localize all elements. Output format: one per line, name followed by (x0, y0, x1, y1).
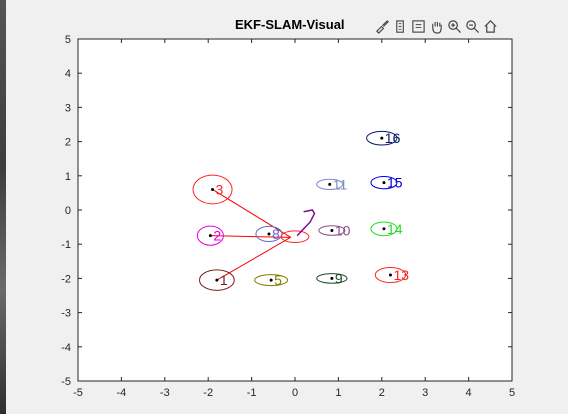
axes-box (77, 38, 513, 382)
y-tick-label: 4 (65, 68, 71, 80)
y-tick-label: -1 (61, 239, 71, 251)
landmark-label: 13 (393, 267, 409, 283)
x-tick-label: 2 (379, 387, 385, 399)
landmark-label: 10 (335, 223, 351, 239)
robot-path-estimate (296, 209, 315, 236)
x-tick-label: -3 (160, 387, 170, 399)
landmark-label: 16 (385, 130, 401, 146)
landmark-labels: 1 2 3 5 8 9 10 11 13 14 15 16 (213, 130, 409, 288)
landmark-point (382, 181, 386, 185)
y-tick-label: 3 (65, 102, 71, 114)
x-tick-label: -2 (203, 387, 213, 399)
y-tick-label: -4 (61, 342, 71, 354)
brush-icon[interactable] (374, 17, 391, 35)
landmark-ellipse (254, 274, 289, 287)
landmark-point (211, 187, 215, 191)
y-tick-label: 5 (65, 34, 71, 46)
x-tick-label: 0 (292, 387, 298, 399)
landmark-ellipse (318, 225, 346, 236)
landmark-ellipse (192, 174, 233, 205)
landmark-label: 11 (333, 176, 348, 192)
robot-ellipse (280, 230, 310, 243)
landmark-point (267, 232, 271, 236)
desktop-edge (0, 0, 6, 414)
zoom-out-icon[interactable] (464, 17, 481, 35)
y-tick-label: 2 (65, 137, 71, 149)
landmark-point (330, 276, 334, 280)
landmark-label: 9 (335, 270, 343, 286)
pan-hand-icon[interactable] (428, 17, 445, 35)
observation-line (212, 189, 291, 238)
landmark-point (208, 234, 212, 238)
datatip-icon[interactable] (410, 17, 427, 35)
landmark-point (328, 182, 332, 186)
landmark-ellipse (316, 273, 348, 284)
landmark-label: 2 (213, 228, 221, 244)
landmark-ellipse (196, 225, 224, 246)
figure-title: EKF-SLAM-Visual (235, 17, 345, 32)
landmark-point (382, 227, 386, 231)
landmark-point (388, 273, 392, 277)
landmark-label: 15 (387, 175, 403, 191)
x-tick-label: -1 (247, 387, 257, 399)
home-icon[interactable] (482, 17, 499, 35)
y-tick-label: -2 (61, 273, 71, 285)
landmark-ellipse (316, 178, 344, 190)
landmark-ellipses (192, 130, 407, 291)
landmark-ellipse (199, 269, 235, 291)
landmark-label: 5 (274, 272, 282, 288)
landmark-ellipse (370, 175, 398, 190)
landmark-ellipse (366, 130, 398, 146)
landmark-point (215, 278, 219, 282)
x-tick-label: -5 (73, 387, 83, 399)
landmark-ellipse (374, 266, 407, 284)
y-tick-label: 0 (65, 205, 71, 217)
landmark-label: 14 (387, 221, 403, 237)
landmark-point (330, 229, 334, 233)
export-icon[interactable] (392, 17, 409, 35)
x-tick-label: 4 (466, 387, 472, 399)
x-tick-label: 3 (422, 387, 428, 399)
robot-path (296, 209, 316, 237)
landmark-label: 1 (220, 272, 228, 288)
x-tick-label: 1 (335, 387, 341, 399)
landmark-point (269, 278, 273, 282)
landmark-ellipse (370, 221, 398, 237)
landmark-label: 8 (272, 226, 280, 242)
x-tick-label: 5 (509, 387, 515, 399)
y-tick-label: -5 (61, 376, 71, 388)
y-tick-label: -3 (61, 308, 71, 320)
x-tick-label: -4 (117, 387, 127, 399)
y-tick-label: 1 (65, 171, 71, 183)
zoom-in-icon[interactable] (446, 17, 463, 35)
landmark-label: 3 (216, 181, 224, 197)
landmark-point (380, 136, 384, 140)
axes-toolbar (374, 17, 499, 35)
